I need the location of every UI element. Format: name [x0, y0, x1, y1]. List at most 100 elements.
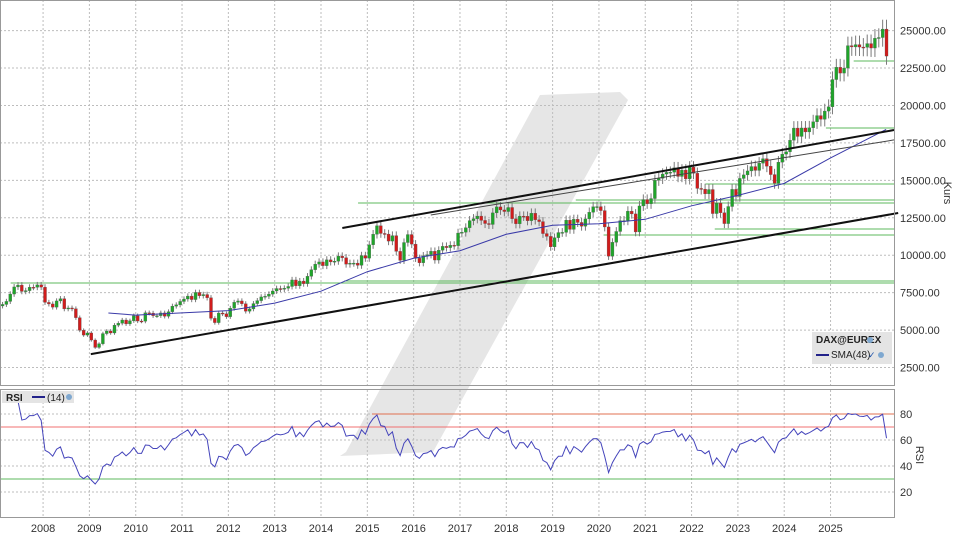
candle-body [193, 292, 198, 300]
trend-line [90, 212, 899, 356]
candle-body [630, 210, 634, 215]
candle-body [417, 258, 422, 263]
candle-body [421, 255, 425, 263]
candle-body [163, 312, 167, 317]
candle-body [861, 46, 866, 49]
candle-body [363, 255, 368, 259]
candle-body [464, 227, 468, 233]
x-tick-label: 2025 [818, 523, 842, 535]
candle-body [807, 127, 811, 133]
candle-body [873, 38, 877, 49]
candle-body [718, 202, 723, 213]
candle-body [722, 212, 727, 224]
candle-body [549, 236, 553, 248]
candle-body [487, 223, 491, 225]
candle-body [749, 166, 754, 172]
x-tick-label: 2015 [355, 523, 379, 535]
candle-body [815, 115, 819, 122]
candle-body [684, 169, 688, 180]
candle-body [471, 218, 476, 221]
candle-body [533, 213, 537, 220]
candle-body [228, 308, 232, 317]
candle-body [641, 199, 645, 207]
candle-body [564, 219, 568, 233]
candle-body [359, 255, 364, 266]
candle-body [406, 234, 410, 243]
candle-body [765, 158, 769, 167]
candle-body [31, 287, 36, 289]
x-tick-label: 2023 [726, 523, 750, 535]
candle-body [0, 304, 5, 307]
candle-body [282, 288, 286, 290]
candle-body [309, 269, 314, 277]
candle-body [263, 296, 267, 298]
candle-body [506, 207, 510, 212]
candle-body [329, 259, 333, 263]
candle-body [186, 295, 190, 300]
candle-body [8, 293, 12, 302]
candle-body [298, 280, 302, 286]
candle-body [452, 245, 456, 247]
candle-body [691, 166, 696, 174]
candle-body [54, 300, 59, 308]
candle-body [182, 298, 186, 302]
candle-body [753, 166, 757, 171]
candle-body [792, 127, 796, 141]
candle-body [680, 169, 684, 177]
rsi-tick-label: 40 [900, 461, 912, 473]
candle-body [97, 343, 101, 348]
candle-body [734, 189, 738, 197]
candle-body [259, 296, 263, 301]
candle-body [332, 261, 337, 263]
candle-body [201, 294, 205, 296]
candle-body [595, 206, 599, 208]
candle-body [853, 44, 858, 48]
candle-body [502, 209, 507, 212]
candle-body [498, 206, 503, 211]
candle-body [340, 255, 344, 258]
candle-body [35, 284, 39, 288]
candle-body [66, 307, 70, 310]
candle-body [286, 286, 290, 289]
candle-body [494, 206, 499, 214]
candle-body [20, 284, 24, 292]
settings-icon[interactable] [867, 337, 873, 343]
candle-body [448, 245, 452, 248]
candle-body [294, 279, 298, 286]
candle-body [51, 303, 55, 308]
settings-icon[interactable] [66, 394, 72, 400]
candle-body [645, 199, 649, 204]
candle-body [668, 172, 672, 174]
candle-body [74, 308, 78, 318]
candle-body [757, 163, 761, 171]
candle-body [637, 205, 642, 233]
y-tick-label: 20000.00 [900, 100, 946, 112]
candle-body [317, 261, 321, 265]
candle-body [444, 246, 449, 248]
candle-body [344, 257, 348, 265]
candle-body [43, 286, 47, 303]
candle-body [398, 251, 402, 261]
x-tick-label: 2010 [123, 523, 147, 535]
candle-body [649, 198, 653, 204]
watermark-logo [340, 92, 628, 456]
candle-body [224, 313, 229, 317]
candle-body [85, 332, 90, 336]
candle-body [124, 319, 128, 325]
check-icon[interactable]: ✓ [868, 350, 876, 360]
candle-body [467, 220, 472, 228]
sma-48-line [108, 128, 887, 316]
candle-body [865, 43, 869, 48]
candle-body [108, 330, 113, 334]
candle-body [356, 262, 360, 266]
candle-body [132, 315, 136, 321]
settings-icon[interactable] [878, 352, 884, 358]
x-tick-label: 2016 [401, 523, 425, 535]
candle-body [402, 242, 406, 261]
candle-body [556, 232, 561, 238]
candle-body [525, 216, 530, 221]
candle-body [811, 121, 815, 128]
candle-body [869, 43, 873, 49]
x-tick-label: 2011 [170, 523, 194, 535]
candle-body [386, 233, 391, 242]
